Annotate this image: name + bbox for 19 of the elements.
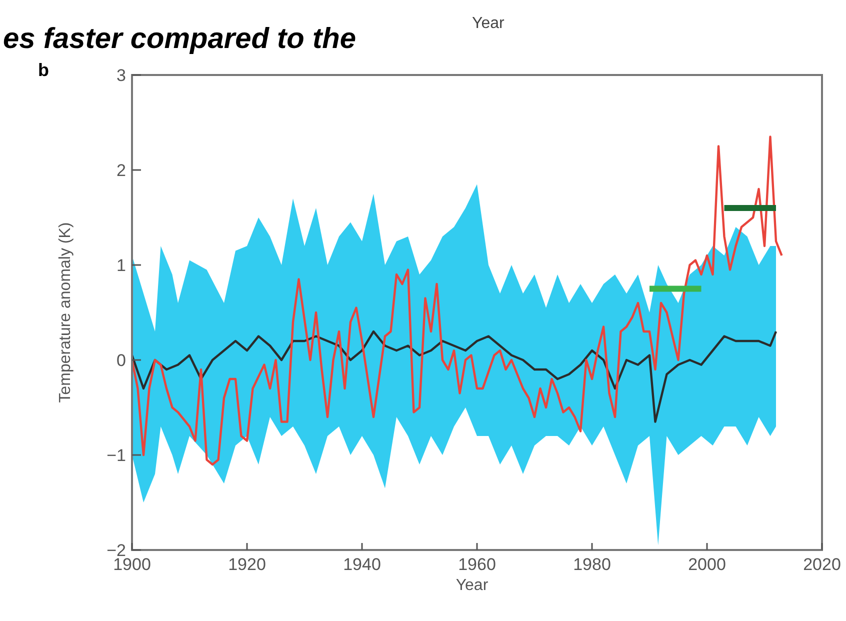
x-tick-label: 1900	[113, 555, 151, 574]
y-tick-label: 0	[116, 351, 126, 370]
text: es faster compared to the	[3, 23, 356, 55]
y-tick-label: 1	[116, 256, 126, 275]
x-tick-label: 2020	[803, 555, 841, 574]
x-tick-label: 1940	[343, 555, 381, 574]
chart-title: b	[38, 60, 49, 80]
x-tick-label: 1960	[458, 555, 496, 574]
y-axis-title: Temperature anomaly (K)	[57, 222, 74, 403]
x-tick-label: 2000	[688, 555, 726, 574]
text: Year	[472, 15, 505, 32]
y-tick-label: 3	[116, 66, 126, 85]
x-axis-title: Year	[456, 577, 489, 594]
x-tick-label: 1920	[228, 555, 266, 574]
y-tick-label: 2	[116, 161, 126, 180]
line-series	[130, 136, 783, 466]
line-series	[130, 330, 778, 423]
y-tick-label: −1	[106, 446, 126, 465]
x-tick-label: 1980	[573, 555, 611, 574]
